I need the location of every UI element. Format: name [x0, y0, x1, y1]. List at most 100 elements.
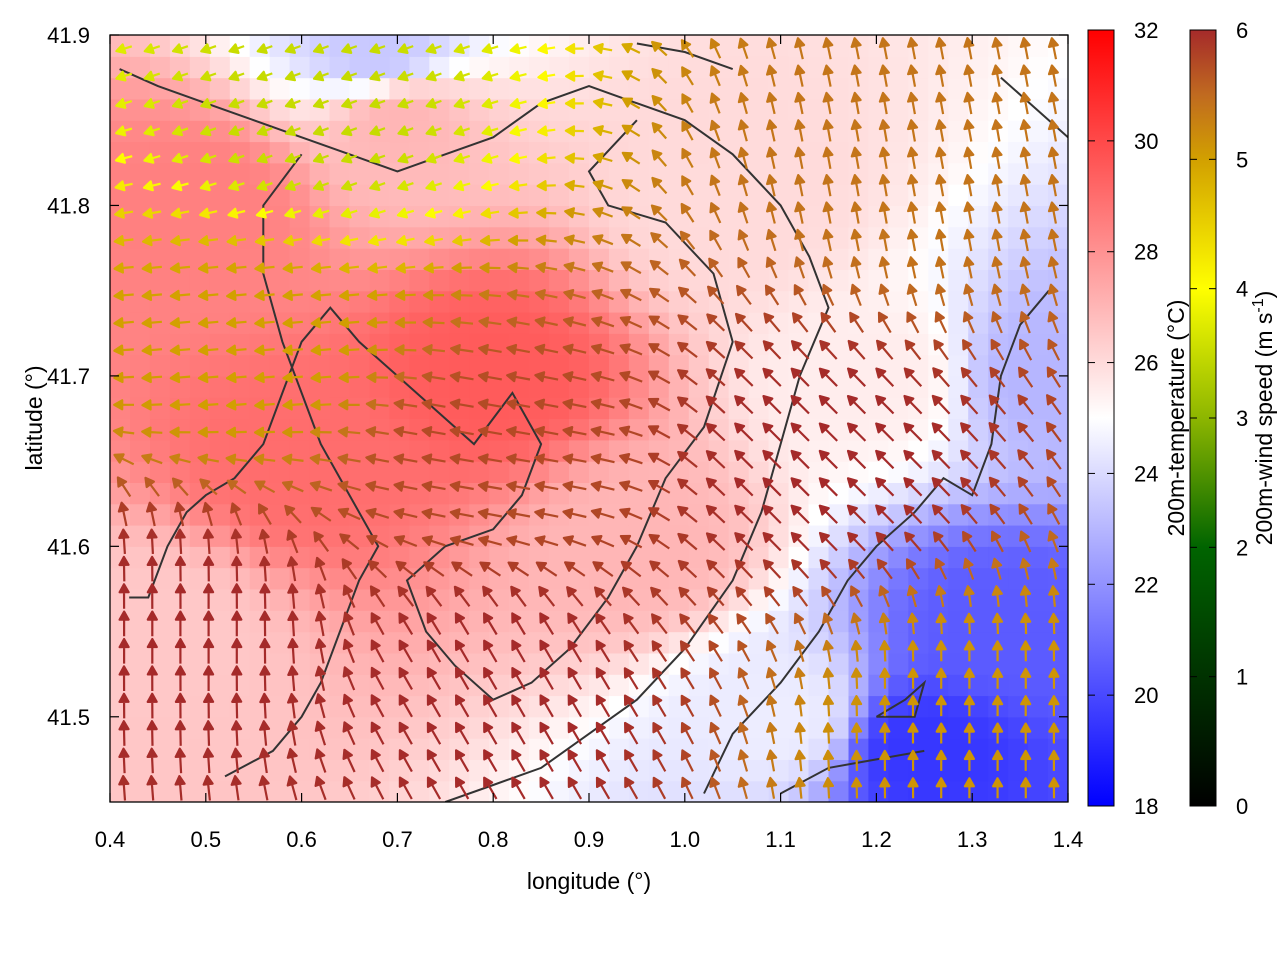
heatmap-cell	[828, 738, 850, 760]
wind-vector-arrow	[287, 583, 299, 609]
heatmap-cell	[269, 162, 291, 185]
heatmap-cell	[908, 759, 929, 782]
wind-vector-arrow	[567, 776, 583, 800]
wind-vector-arrow	[170, 235, 190, 247]
heatmap-cell	[549, 652, 570, 675]
heatmap-cell	[110, 184, 131, 206]
wind-vector-arrow	[991, 311, 1003, 334]
wind-vector-arrow	[114, 180, 133, 192]
wind-vector-arrow	[709, 667, 723, 690]
wind-vector-arrow	[506, 453, 531, 465]
wind-vector-arrow	[231, 665, 243, 692]
wind-vector-arrow	[766, 64, 777, 87]
heatmap-cell	[1028, 226, 1049, 249]
heatmap-cell	[688, 716, 710, 739]
heatmap-cell	[688, 588, 710, 611]
heatmap-cell	[229, 269, 251, 292]
wind-vector-arrow	[226, 479, 247, 495]
wind-vector-arrow	[850, 640, 862, 662]
heatmap-cell	[549, 567, 570, 590]
heatmap-cell	[1008, 333, 1029, 356]
wind-vector-arrow	[935, 119, 947, 142]
wind-vector-arrow	[822, 612, 834, 635]
wind-vector-arrow	[226, 262, 247, 274]
wind-vector-arrow	[794, 201, 806, 224]
wind-vector-arrow	[567, 749, 583, 773]
wind-vector-arrow	[203, 555, 215, 582]
wind-vector-arrow	[818, 422, 838, 442]
wind-vector-arrow	[537, 98, 556, 110]
heatmap-cell	[389, 567, 410, 590]
heatmap-cell	[788, 674, 810, 697]
heatmap-cell	[369, 354, 391, 377]
heatmap-cell	[349, 269, 371, 292]
y-axis-label: latitude (°)	[21, 365, 47, 470]
heatmap-cell	[389, 461, 410, 483]
wind-vector-arrow	[481, 43, 499, 55]
heatmap-cell	[229, 588, 251, 611]
wind-vector-arrow	[1019, 174, 1031, 197]
wind-vector-arrow	[1020, 777, 1032, 799]
heatmap-cell	[1048, 418, 1068, 441]
heatmap-cell	[469, 461, 490, 483]
wind-vector-arrow	[202, 720, 215, 746]
wind-vector-arrow	[991, 174, 1003, 197]
temperature-colorbar-tick-label: 20	[1134, 683, 1158, 708]
heatmap-cell	[369, 674, 391, 697]
heatmap-cell	[209, 525, 231, 547]
heatmap-cell	[648, 375, 670, 398]
heatmap-cell	[569, 439, 590, 462]
wind-vector-arrow	[679, 613, 696, 635]
wind-vector-arrow	[478, 289, 501, 301]
wind-vector-arrow	[310, 262, 331, 274]
wind-vector-arrow	[648, 533, 670, 550]
heatmap-cell	[269, 652, 291, 675]
wind-vector-arrow	[991, 228, 1003, 252]
wind-vector-arrow	[259, 610, 271, 637]
wind-vector-arrow	[992, 667, 1004, 689]
x-tick-label: 1.1	[765, 827, 796, 852]
heatmap-cell	[788, 184, 810, 206]
wind-vector-arrow	[846, 395, 867, 415]
wind-vector-arrow	[562, 398, 587, 410]
wind-vector-arrow	[284, 43, 301, 54]
wind-vector-arrow	[118, 775, 130, 801]
heatmap-cell	[828, 354, 850, 377]
heatmap-cell	[529, 354, 550, 377]
heatmap-cell	[1028, 716, 1049, 739]
wind-vector-arrow	[142, 207, 162, 219]
wind-vector-arrow	[677, 314, 698, 331]
heatmap-cell	[589, 461, 610, 483]
heatmap-cell	[788, 652, 810, 675]
heatmap-cell	[349, 35, 371, 57]
wind-vector-arrow	[648, 480, 671, 494]
wind-vector-arrow	[563, 289, 586, 300]
heatmap-cell	[968, 269, 989, 292]
wind-vector-arrow	[564, 179, 585, 192]
wind-vector-arrow	[590, 398, 615, 410]
heatmap-cell	[828, 56, 850, 79]
wind-vector-arrow	[506, 508, 531, 520]
wind-vector-arrow	[197, 289, 219, 301]
heatmap-cell	[1008, 184, 1029, 206]
wind-vector-arrow	[709, 721, 722, 745]
wind-vector-arrow	[226, 344, 247, 356]
heatmap-cell	[509, 461, 530, 483]
wind-vector-arrow	[567, 639, 583, 663]
wind-vector-arrow	[933, 339, 949, 361]
heatmap-cell	[868, 184, 889, 206]
wind-vector-arrow	[850, 256, 862, 279]
wind-vector-arrow	[907, 91, 919, 115]
heatmap-cell	[309, 248, 331, 270]
wind-vector-arrow	[931, 394, 951, 415]
wind-vector-arrow	[287, 665, 299, 692]
heatmap-cell	[968, 290, 989, 313]
wind-vector-arrow	[143, 152, 161, 164]
wind-vector-arrow	[935, 283, 946, 307]
heatmap-cell	[748, 588, 770, 611]
wind-vector-arrow	[564, 561, 586, 577]
wind-vector-arrow	[256, 152, 273, 164]
wind-vector-arrow	[282, 399, 303, 411]
wind-vector-arrow	[230, 747, 242, 774]
heatmap-cell	[1028, 375, 1049, 398]
